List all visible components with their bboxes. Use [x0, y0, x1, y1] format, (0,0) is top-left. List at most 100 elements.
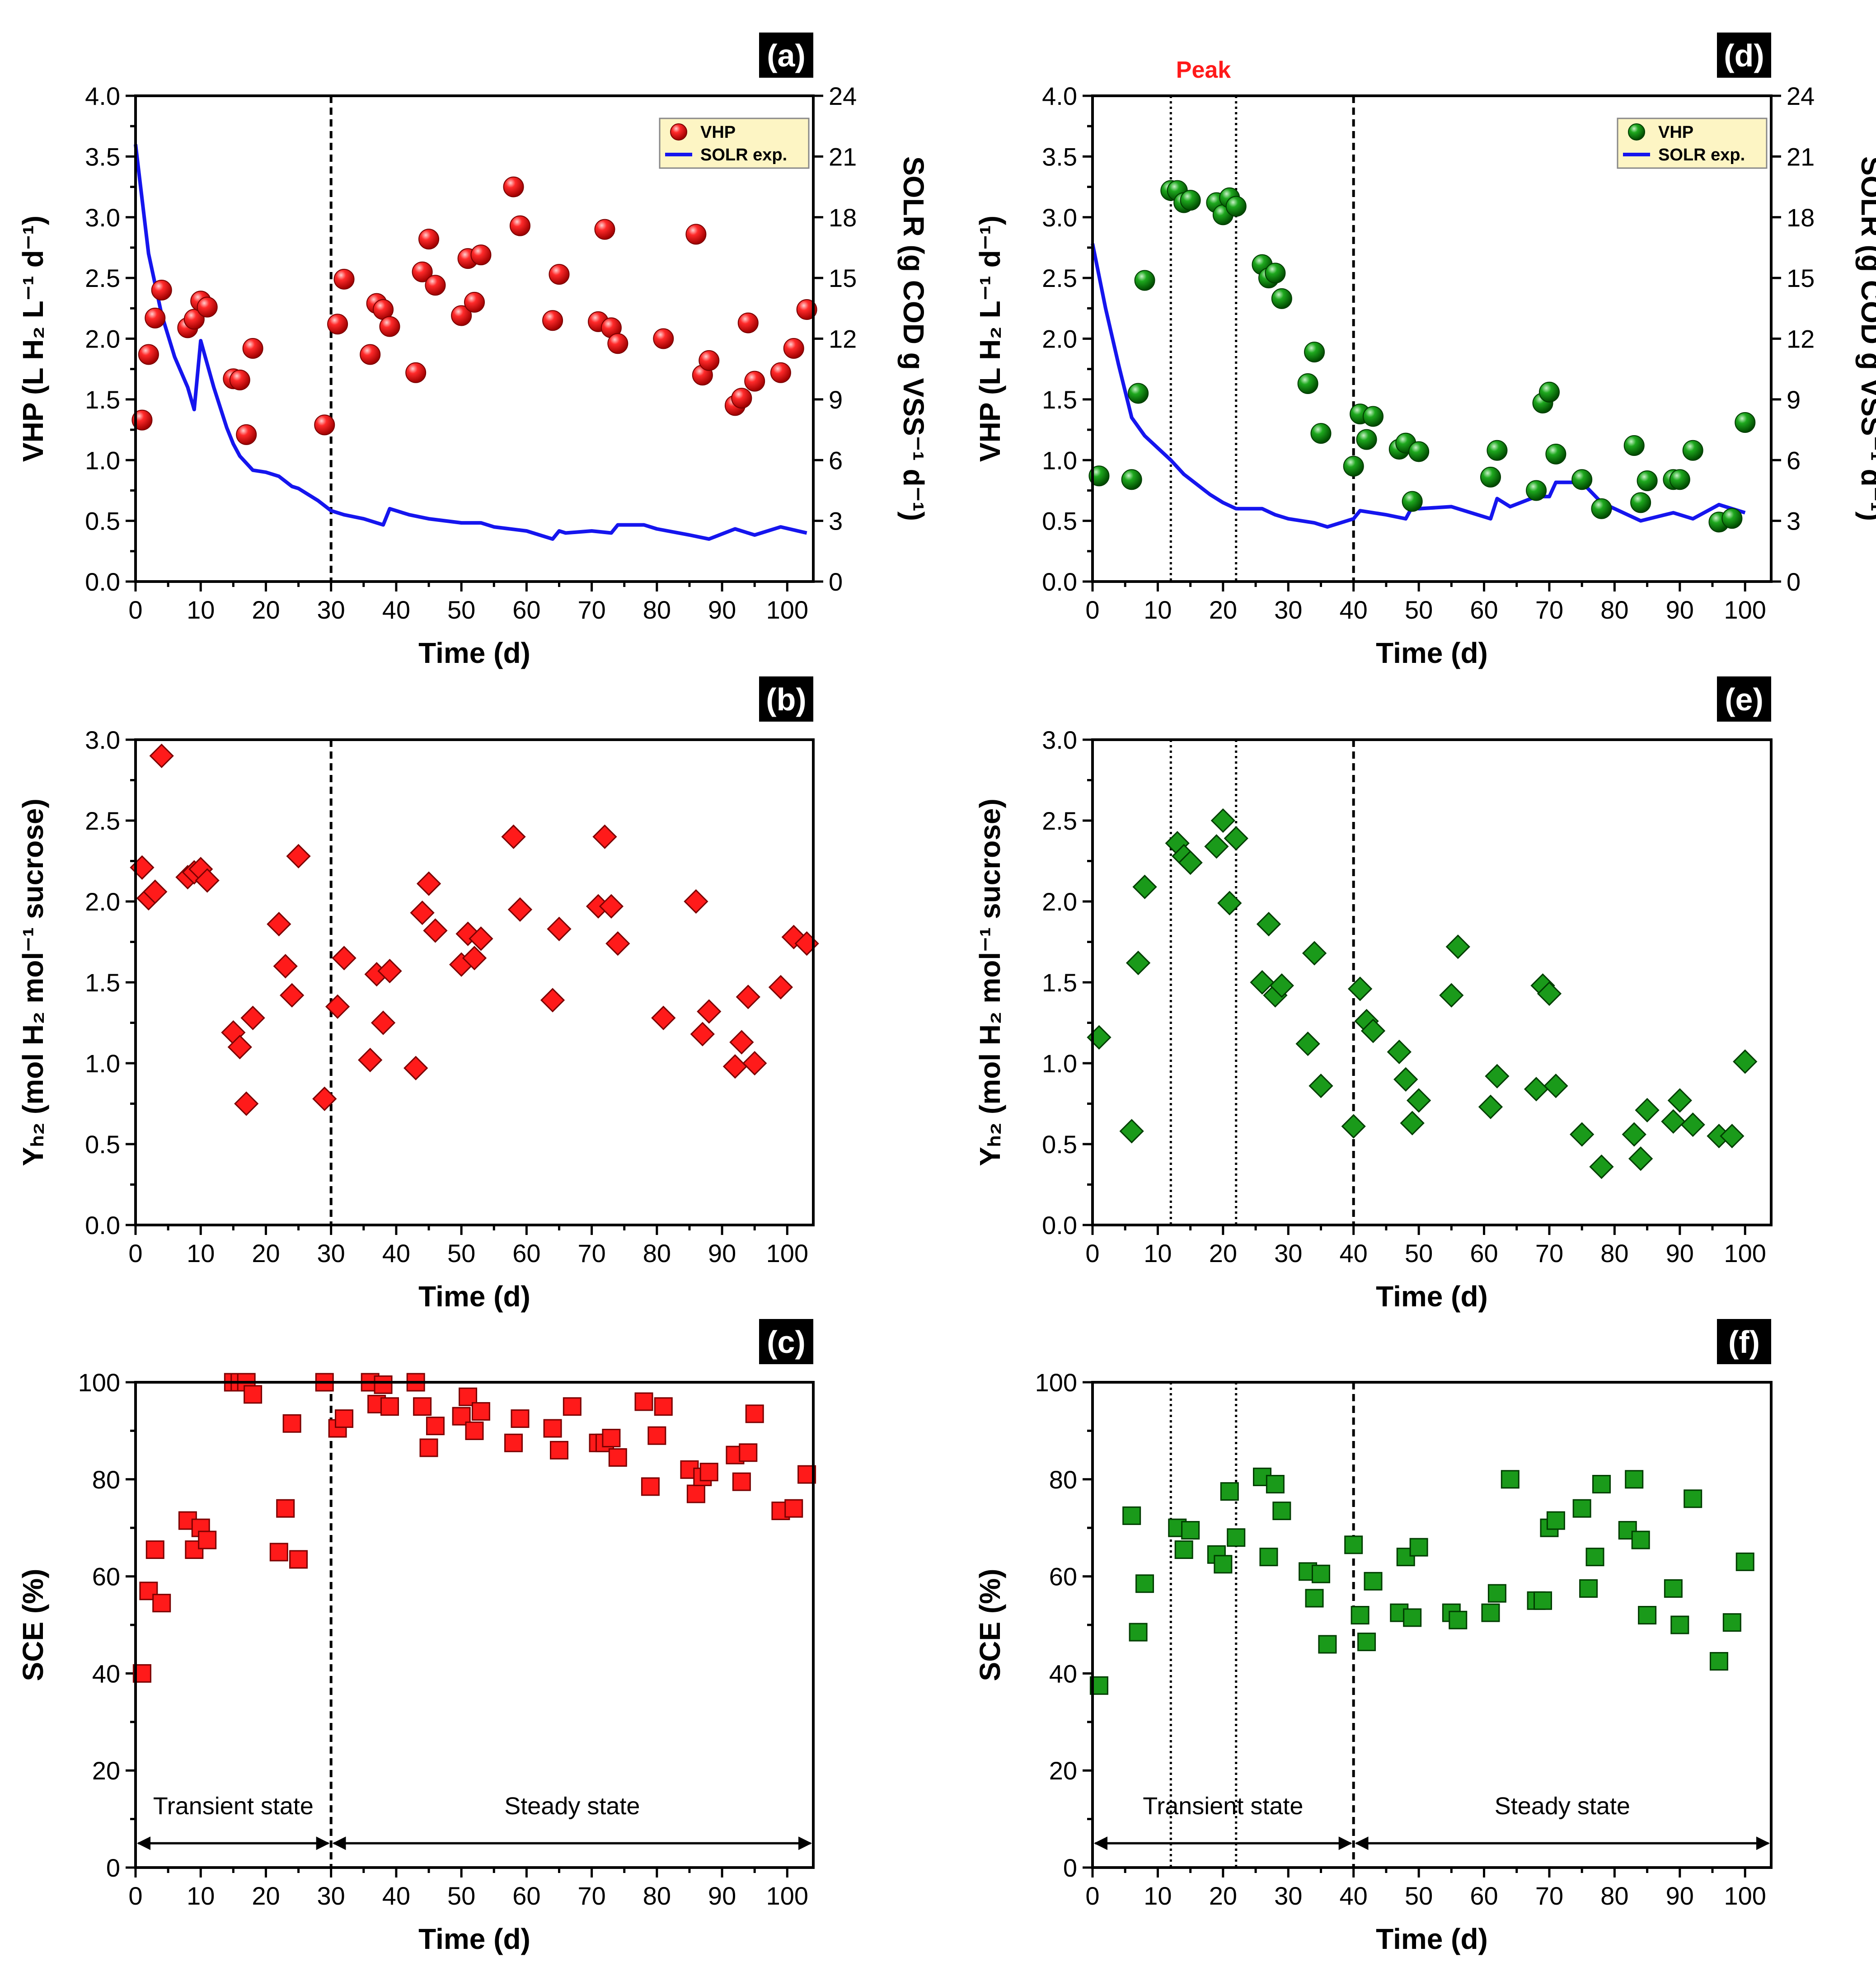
data-point — [1360, 1019, 1386, 1043]
data-point — [1134, 270, 1155, 291]
data-point — [332, 946, 356, 971]
data-point — [471, 1402, 490, 1421]
data-point — [796, 299, 817, 320]
data-point — [418, 229, 440, 250]
panel-label-box — [1717, 33, 1771, 78]
data-point — [130, 855, 155, 880]
data-point — [1543, 1073, 1568, 1098]
data-point — [507, 897, 533, 922]
steady-label: Steady state — [504, 1793, 640, 1820]
y-tick-label: 60 — [1049, 1563, 1077, 1591]
panel-b: (b) 0 10 20 30 40 50 60 70 80 90 100 Time (d) 0.0 0.5 1… — [17, 676, 819, 1313]
data-point — [1356, 429, 1377, 450]
data-point — [377, 958, 402, 984]
data-point — [699, 1463, 718, 1482]
x-tick-label: 10 — [1144, 1239, 1172, 1267]
y-axis: 0.0 0.5 1.0 1.5 2.0 2.5 3.0 3.5 4.0 VHP (L H₂ L⁻¹… — [17, 82, 136, 596]
data-point — [465, 1421, 484, 1440]
data-point — [143, 879, 168, 904]
data-point — [607, 333, 628, 354]
panel-label: (b) — [766, 682, 806, 717]
peak-annotation: Peak — [1176, 57, 1231, 83]
y-tick-label: 0.5 — [1042, 1130, 1077, 1159]
data-point — [1129, 1623, 1148, 1642]
data-point — [1591, 498, 1612, 519]
x-tick-label: 0 — [1085, 1239, 1099, 1267]
y-axis: 0.0 0.5 1.0 1.5 2.0 2.5 3.0 Yₕ₂ (mol H₂ mol⁻¹ s… — [974, 726, 1093, 1239]
data-point — [1623, 435, 1645, 456]
data-point — [547, 916, 572, 941]
y-tick-label: 3.0 — [85, 203, 120, 232]
data-point — [1546, 1511, 1565, 1530]
transient-label: Transient state — [153, 1793, 314, 1820]
x-tick-label: 80 — [1600, 596, 1628, 624]
data-point — [327, 314, 348, 335]
data-point — [1271, 288, 1292, 309]
data-point — [1570, 1122, 1595, 1147]
panel-label: (c) — [767, 1324, 806, 1360]
y-tick-label: 2.0 — [85, 325, 120, 353]
data-point — [599, 894, 624, 919]
x-tick-label: 70 — [577, 1882, 605, 1910]
x-tick-label: 20 — [252, 596, 280, 624]
data-point — [464, 291, 485, 313]
data-point — [1400, 1111, 1425, 1136]
x-tick-label: 0 — [1085, 1882, 1099, 1910]
data-point — [413, 1397, 432, 1416]
y-tick-label: 3.0 — [1042, 726, 1077, 754]
data-point — [540, 988, 565, 1013]
y-tick-label: 2.5 — [1042, 264, 1077, 292]
x-tick-label: 80 — [643, 1882, 671, 1910]
y-axis-title: SCE (%) — [974, 1569, 1006, 1681]
x-tick-label: 70 — [577, 596, 605, 624]
data-point — [504, 1433, 523, 1452]
data-point — [1538, 381, 1560, 403]
x-axis-title: Time (d) — [418, 1280, 530, 1313]
data-point — [1250, 970, 1275, 995]
y-axis-title: VHP (L H₂ L⁻¹ d⁻¹) — [974, 216, 1006, 462]
data-point — [240, 1005, 265, 1030]
data-point — [1720, 1123, 1745, 1149]
data-point — [1304, 342, 1325, 363]
data-point — [1132, 874, 1157, 899]
data-point — [1661, 1109, 1686, 1134]
data-point — [1622, 1122, 1646, 1147]
x-axis-title: Time (d) — [1376, 1280, 1488, 1313]
data-point — [1174, 1540, 1193, 1559]
data-point — [423, 918, 448, 943]
data-point — [1210, 808, 1235, 833]
data-point — [744, 371, 765, 392]
x-tick-label: 30 — [1274, 1239, 1302, 1267]
data-point — [1402, 491, 1423, 512]
y-tick-label: 1.0 — [1042, 446, 1077, 474]
x-tick-label: 0 — [1085, 596, 1099, 624]
y2-axis: 0 3 6 9 12 15 18 21 24 SOLR (g COD g VSS⁻¹ d⁻¹) — [813, 82, 930, 596]
y-tick-label: 2.5 — [85, 264, 120, 292]
data-point — [1628, 1146, 1653, 1171]
x-tick-label: 60 — [512, 1239, 540, 1267]
y2-tick-label: 12 — [829, 325, 857, 353]
y-tick-label: 3.0 — [1042, 203, 1077, 232]
vhp-series — [1089, 1467, 1754, 1695]
data-point — [1537, 981, 1562, 1006]
x-tick-label: 0 — [128, 1882, 142, 1910]
x-axis: 0 10 20 30 40 50 60 70 80 90 100 Time (d) — [128, 1868, 808, 1955]
plot-frame — [134, 1381, 815, 1869]
data-point — [455, 921, 480, 946]
y-tick-label: 4.0 — [85, 82, 120, 110]
y-tick-label: 1.0 — [85, 1049, 120, 1078]
data-point — [1348, 976, 1373, 1001]
data-point — [405, 362, 427, 383]
y-axis-title: Yₕ₂ (mol H₂ mol⁻¹ sucrose) — [974, 798, 1006, 1166]
panel-f: (f) 0 10 20 30 40 50 60 70 80 90 100 Time (d) 0 20 40 60… — [974, 1319, 1773, 1955]
data-point — [742, 1051, 767, 1076]
data-point — [1403, 1608, 1422, 1627]
data-point — [784, 1499, 803, 1518]
data-point — [244, 1385, 263, 1404]
x-tick-label: 50 — [447, 1239, 475, 1267]
legend: VHP SOLR exp. — [1617, 117, 1768, 169]
data-point — [1526, 480, 1547, 501]
legend-label-vhp: VHP — [700, 123, 736, 142]
data-point — [229, 369, 250, 390]
